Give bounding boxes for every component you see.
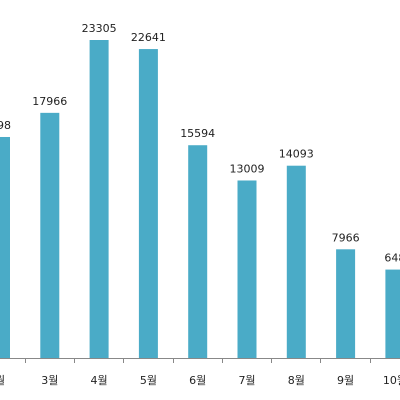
value-label-1: 198 <box>0 119 11 132</box>
bar-8 <box>336 249 356 358</box>
value-label-2: 17966 <box>32 95 67 108</box>
x-tick-label-3: 4월 <box>91 374 108 387</box>
x-tick-label-8: 9월 <box>337 374 354 387</box>
x-tick-label-2: 3월 <box>41 374 58 387</box>
value-label-5: 15594 <box>180 127 215 140</box>
x-tick-label-9: 10월 <box>383 374 400 387</box>
bar-9 <box>385 269 400 358</box>
x-tick-label-6: 7월 <box>238 374 255 387</box>
x-tick-label-5: 6월 <box>189 374 206 387</box>
value-label-3: 23305 <box>82 22 117 35</box>
value-label-4: 22641 <box>131 31 166 44</box>
x-tick-label-4: 5월 <box>140 374 157 387</box>
bar-3 <box>89 40 109 358</box>
value-label-9: 648 <box>384 252 400 265</box>
bar-5 <box>188 145 208 358</box>
value-label-6: 13009 <box>230 162 265 175</box>
value-labels-group: 198 17966 23305 22641 15594 13009 14093 7966 648 <box>0 22 400 265</box>
x-tick-label-1: 월 <box>0 374 5 387</box>
bar-1 <box>0 136 10 358</box>
bar-2 <box>40 112 60 358</box>
x-tick-labels-group: 월 3월 4월 5월 6월 7월 8월 9월 10월 <box>0 374 400 387</box>
x-ticks-group <box>25 358 371 363</box>
bar-6 <box>237 180 257 358</box>
bars-group <box>0 40 400 359</box>
value-label-8: 7966 <box>332 231 360 244</box>
x-tick-label-7: 8월 <box>288 374 305 387</box>
bar-7 <box>286 165 306 358</box>
value-label-7: 14093 <box>279 148 314 161</box>
bar-4 <box>138 49 158 359</box>
